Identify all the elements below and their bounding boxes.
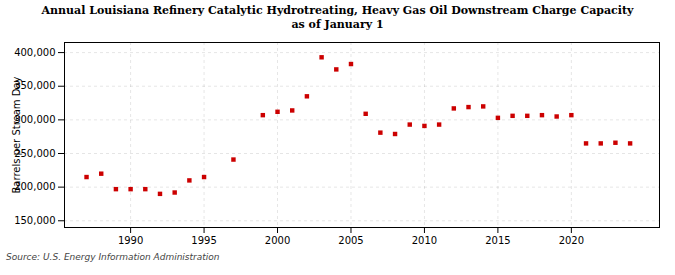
svg-text:2005: 2005 <box>338 235 363 246</box>
svg-text:400,000: 400,000 <box>14 47 55 58</box>
svg-text:2000: 2000 <box>265 235 290 246</box>
svg-text:150,000: 150,000 <box>14 215 55 226</box>
svg-text:2020: 2020 <box>559 235 584 246</box>
svg-text:350,000: 350,000 <box>14 80 56 92</box>
svg-text:250,000: 250,000 <box>14 147 56 159</box>
svg-text:1995: 1995 <box>191 235 216 246</box>
html-text:Source: U.S. Energy Informatio: Source: U.S. Energy Information Administ… <box>6 252 220 262</box>
html-text:as of January 1: as of January 1 <box>291 18 384 31</box>
svg-text:300,000: 300,000 <box>14 114 56 126</box>
svg-text:2015: 2015 <box>485 235 510 246</box>
svg-text:2010: 2010 <box>412 235 437 246</box>
svg-text:1990: 1990 <box>118 235 143 246</box>
svg-text:Barrels per Stream Day: Barrels per Stream Day <box>11 76 22 193</box>
svg-text:200,000: 200,000 <box>14 181 56 193</box>
html-text:Annual Louisiana Refinery Cata: Annual Louisiana Refinery Catalytic Hydr… <box>41 4 634 17</box>
